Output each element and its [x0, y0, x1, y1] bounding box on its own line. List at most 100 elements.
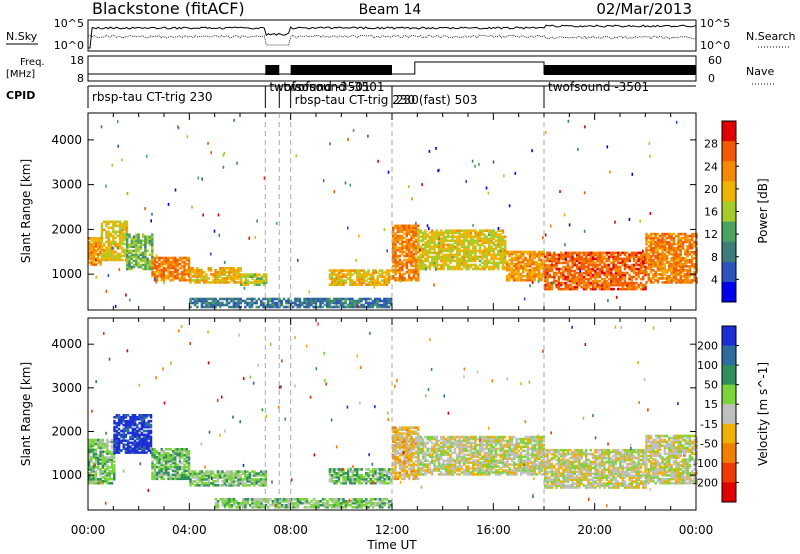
power-cell	[677, 240, 680, 244]
velocity-cell	[90, 477, 93, 481]
velocity-cell	[248, 476, 251, 479]
power-cell	[187, 268, 191, 272]
power-cell	[483, 247, 486, 251]
power-cell	[492, 243, 495, 247]
velocity-cell	[193, 480, 197, 483]
velocity-cell	[99, 468, 102, 471]
velocity-cell	[149, 423, 153, 427]
power-cell	[234, 277, 238, 280]
power-cell	[544, 275, 547, 279]
power-cell	[258, 281, 261, 284]
power-cell	[139, 245, 143, 249]
velocity-cell	[113, 421, 116, 425]
velocity-cell	[246, 500, 249, 503]
power-cell	[181, 258, 184, 262]
power-cell	[358, 271, 361, 274]
velocity-cell	[97, 477, 100, 481]
power-cell	[160, 278, 163, 282]
velocity-cell	[176, 477, 179, 481]
power-cell	[684, 281, 687, 284]
power-cell	[546, 263, 549, 267]
velocity-cell	[165, 448, 168, 451]
power-cell	[207, 297, 210, 301]
power-cell	[605, 281, 608, 285]
power-cell	[198, 281, 201, 284]
power-cell	[396, 254, 399, 258]
power-cell	[670, 236, 673, 240]
velocity-cell	[367, 505, 370, 509]
power-cell	[144, 235, 147, 239]
power-cell	[426, 251, 429, 255]
power-cell	[510, 270, 513, 274]
power-cell	[109, 256, 113, 260]
power-cell	[312, 297, 315, 301]
power-cell	[330, 273, 334, 276]
velocity-cell	[385, 501, 389, 505]
power-cell	[594, 275, 597, 279]
power-cell	[121, 222, 124, 226]
power-cell	[467, 231, 470, 234]
velocity-cell	[178, 450, 182, 453]
velocity-cell	[143, 435, 146, 439]
power-cell	[148, 237, 152, 241]
power-cell	[90, 261, 93, 264]
power-cell	[414, 270, 418, 274]
power-noise	[107, 274, 110, 278]
power-cell	[342, 279, 345, 282]
velocity-cell	[317, 501, 320, 505]
power-cell	[531, 278, 534, 282]
velocity-cell	[367, 500, 370, 503]
power-cell	[623, 263, 627, 267]
power-cell	[209, 281, 213, 284]
power-noise	[433, 283, 435, 287]
power-cell	[654, 265, 657, 268]
velocity-cell	[292, 498, 295, 501]
power-cell	[374, 283, 377, 286]
power-cell	[126, 243, 129, 247]
power-cell	[401, 246, 404, 250]
velocity-cell	[151, 477, 154, 481]
velocity-cell	[117, 421, 121, 425]
power-cell	[656, 267, 660, 270]
power-cell	[100, 236, 104, 240]
velocity-cell	[258, 505, 261, 509]
power-cell	[165, 276, 168, 280]
power-cell	[557, 255, 561, 259]
velocity-cell	[246, 480, 249, 483]
power-cell	[367, 297, 370, 301]
velocity-cell	[101, 481, 105, 485]
power-cell	[663, 254, 666, 258]
velocity-cell	[106, 460, 109, 463]
power-cell	[398, 262, 402, 266]
velocity-cell	[106, 440, 109, 444]
power-cell	[587, 263, 590, 267]
power-cell	[264, 297, 267, 301]
velocity-cell	[185, 448, 188, 451]
power-cell	[219, 273, 222, 276]
velocity-cell	[147, 419, 150, 423]
power-cell	[659, 269, 662, 272]
power-cell	[612, 279, 615, 283]
power-cell	[90, 257, 93, 260]
power-cell	[661, 271, 664, 274]
power-cell	[139, 257, 143, 261]
power-cell	[585, 287, 588, 291]
power-cell	[476, 233, 479, 236]
power-cell	[537, 252, 541, 256]
power-cell	[392, 238, 395, 242]
velocity-cell	[185, 477, 188, 481]
velocity-cell	[158, 461, 161, 465]
power-colorbar-swatch	[722, 281, 736, 303]
velocity-cell	[143, 433, 146, 437]
power-cell	[695, 252, 698, 256]
velocity-cell	[258, 501, 261, 505]
power-cell	[540, 274, 543, 278]
power-noise	[236, 161, 238, 165]
power-cell	[617, 267, 620, 271]
power-cell	[596, 273, 599, 277]
power-cell	[431, 263, 434, 267]
power-cell	[394, 236, 397, 240]
power-cell	[394, 260, 397, 264]
power-cell	[645, 234, 648, 238]
power-cell	[684, 236, 687, 240]
